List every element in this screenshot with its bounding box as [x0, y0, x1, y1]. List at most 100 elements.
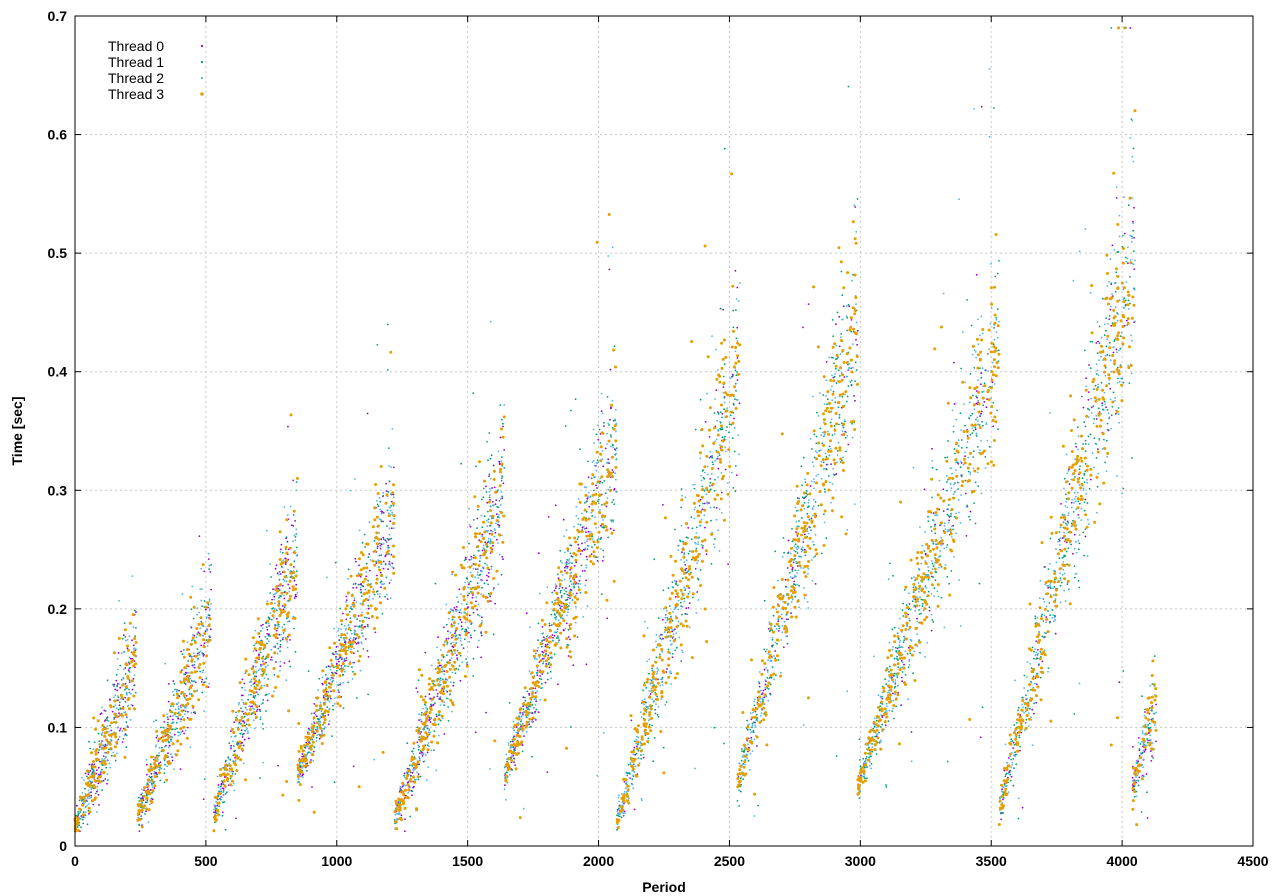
data-point: [465, 558, 467, 560]
data-point: [1035, 701, 1038, 704]
data-point: [992, 425, 994, 428]
data-point: [587, 460, 589, 463]
data-point: [1149, 726, 1152, 729]
data-point: [982, 404, 985, 407]
data-point: [481, 549, 484, 552]
data-point: [229, 777, 232, 780]
data-point: [379, 542, 381, 545]
data-point: [268, 633, 270, 635]
data-point: [557, 573, 559, 576]
data-point: [809, 485, 812, 487]
data-point: [1129, 27, 1132, 29]
data-point: [253, 644, 256, 647]
data-point: [417, 748, 420, 751]
data-point: [501, 555, 504, 558]
data-point: [500, 479, 503, 482]
data-point: [1041, 613, 1043, 616]
data-point: [534, 692, 537, 694]
data-point: [1109, 387, 1112, 390]
data-point: [1144, 708, 1146, 711]
data-point: [499, 436, 502, 439]
data-point: [730, 423, 733, 426]
data-point: [327, 665, 330, 668]
data-point: [255, 671, 258, 674]
data-point: [540, 682, 543, 685]
data-point: [715, 389, 718, 391]
data-point: [1122, 670, 1125, 672]
data-point: [866, 777, 868, 780]
data-point: [498, 526, 500, 528]
data-point: [732, 375, 734, 377]
data-point: [386, 598, 389, 600]
data-point: [413, 785, 415, 788]
data-point: [981, 420, 983, 423]
data-point: [872, 727, 875, 730]
data-point: [114, 688, 117, 691]
data-point: [101, 789, 103, 792]
data-point: [483, 515, 486, 518]
data-point: [460, 462, 463, 465]
data-point: [445, 637, 448, 640]
data-point: [148, 781, 151, 784]
data-point: [156, 735, 159, 737]
data-point: [1150, 760, 1153, 762]
data-point: [258, 654, 260, 657]
data-point: [1105, 439, 1108, 442]
data-point: [1034, 617, 1037, 620]
data-point: [481, 526, 484, 529]
data-point: [1077, 500, 1080, 503]
data-point: [353, 661, 355, 664]
data-point: [728, 431, 730, 434]
data-point: [1066, 520, 1069, 523]
data-point: [218, 798, 221, 801]
data-point: [837, 450, 839, 452]
data-point: [829, 421, 832, 424]
data-point: [934, 571, 937, 573]
data-point: [573, 585, 575, 588]
data-point: [463, 638, 466, 641]
data-point: [469, 525, 472, 528]
data-point: [192, 666, 195, 668]
data-point: [1089, 367, 1092, 370]
data-point: [332, 704, 334, 707]
data-point: [841, 395, 844, 398]
data-point: [847, 85, 850, 88]
data-point: [1116, 251, 1119, 254]
data-point: [713, 412, 716, 414]
data-point: [597, 500, 599, 503]
data-point: [625, 782, 627, 785]
data-point: [390, 553, 393, 556]
data-point: [196, 633, 199, 635]
data-point: [502, 482, 505, 485]
data-point: [612, 471, 615, 473]
data-point: [766, 676, 769, 679]
data-point: [80, 826, 82, 829]
data-point: [694, 568, 697, 570]
data-point: [702, 476, 705, 479]
data-point: [247, 698, 250, 701]
data-point: [893, 675, 895, 677]
data-point: [259, 651, 262, 654]
data-point: [318, 677, 321, 680]
data-point: [830, 356, 833, 359]
data-point: [1044, 636, 1046, 638]
data-point: [657, 678, 659, 681]
data-point: [717, 412, 720, 415]
data-point: [953, 448, 956, 450]
data-point: [572, 583, 575, 585]
data-point: [520, 720, 522, 723]
data-point: [805, 495, 807, 498]
data-point: [192, 617, 195, 620]
data-point: [228, 762, 231, 765]
data-point: [1035, 683, 1038, 686]
data-point: [1103, 334, 1106, 337]
data-point: [563, 592, 566, 595]
data-point: [228, 742, 231, 744]
data-point: [276, 642, 279, 645]
data-point: [826, 468, 828, 471]
data-point: [764, 683, 767, 686]
data-point: [1014, 751, 1016, 754]
data-point: [203, 681, 206, 684]
data-point: [428, 729, 431, 731]
data-point: [230, 735, 233, 738]
